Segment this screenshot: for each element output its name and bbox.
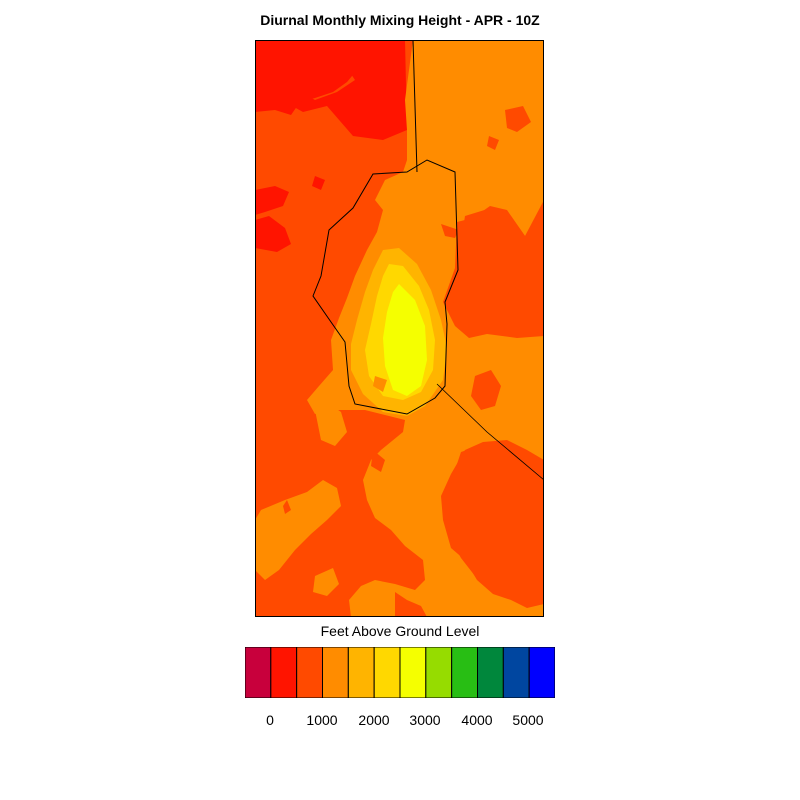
colorbar-swatch [296, 647, 323, 698]
colorbar-swatch [528, 647, 555, 698]
colorbar-swatch [399, 647, 427, 698]
region-500-1000-southeast-patch [445, 444, 544, 606]
region-2500-3000-core [383, 284, 427, 396]
colorbar-swatch [477, 647, 504, 698]
colorbar-swatch [451, 647, 478, 698]
region-1000-1500-south-lobe [313, 568, 339, 596]
colorbar-swatch [245, 647, 272, 698]
colorbar-swatch [347, 647, 375, 698]
colorbar-svg [245, 647, 555, 698]
region-1000-1500-northeast-lobe [413, 40, 544, 168]
region-500-1000-east-spot [471, 370, 501, 410]
map-border [255, 40, 544, 617]
region-500-1000-east-patch [453, 208, 544, 336]
boundary-north-line [412, 40, 418, 173]
region-500-1000-north-spot [487, 136, 499, 150]
contour-map [255, 40, 544, 617]
colorbar-swatch [502, 647, 530, 698]
colorbar-tick-label: 0 [266, 712, 274, 728]
region-1000-1500-west-lobe [315, 402, 347, 446]
region-1000-1500-core-notch [373, 376, 387, 392]
region-500-1000-south-notch-b [395, 592, 427, 617]
region-1000-1500-southwest-lobe [255, 480, 341, 580]
region-0-500-west-b [255, 216, 291, 252]
legend-title: Feet Above Ground Level [320, 623, 480, 639]
region-0-500-northwest-b [255, 40, 357, 115]
colorbar-tick-label: 5000 [512, 712, 544, 728]
colorbar-tick-label: 4000 [461, 712, 493, 728]
colorbar-swatch [270, 647, 298, 698]
contour-map-svg [255, 40, 544, 617]
region-500-1000-central-spot [441, 224, 459, 238]
region-500-1000-northeast-spot [505, 106, 531, 132]
region-0-500-spot-a [312, 176, 325, 190]
colorbar-swatch [322, 647, 349, 698]
colorbar-tick-label: 2000 [358, 712, 390, 728]
region-500-1000-spot-west [283, 500, 291, 514]
boundary-east-line [436, 383, 544, 481]
boundary-county [312, 159, 459, 415]
colorbar-tick-label: 3000 [409, 712, 441, 728]
region-0-500-west [255, 186, 289, 215]
colorbar [245, 647, 555, 698]
colorbar-swatch [425, 647, 453, 698]
region-0-500-northwest [255, 40, 407, 140]
map-title: Diurnal Monthly Mixing Height - APR - 10… [260, 12, 540, 28]
region-500-1000-south-notch-a [371, 450, 385, 472]
colorbar-tick-label: 1000 [306, 712, 338, 728]
colorbar-swatch [373, 647, 401, 698]
